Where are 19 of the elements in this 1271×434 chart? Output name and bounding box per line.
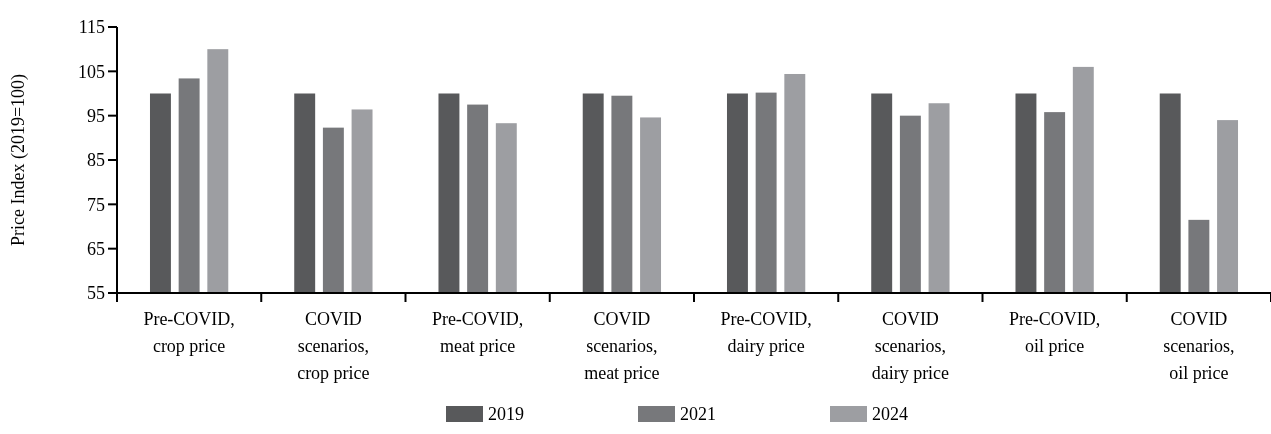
y-tick-label: 65	[87, 238, 105, 259]
x-tick-label: COVID scenarios, crop price	[297, 309, 370, 383]
y-tick-label: 55	[87, 283, 105, 304]
legend-label: 2021	[680, 404, 716, 424]
legend-label: 2024	[872, 404, 908, 424]
y-tick-label: 105	[78, 61, 105, 82]
x-tick-label: Pre-COVID, dairy price	[720, 309, 812, 356]
y-tick-label: 115	[78, 17, 105, 38]
x-tick-label: Pre-COVID, oil price	[1008, 309, 1101, 356]
y-tick-label: 95	[87, 105, 105, 126]
legend-label: 2019	[488, 404, 524, 424]
y-axis-title: Price Index (2019=100)	[8, 73, 29, 247]
x-tick-label: COVID scenarios, oil price	[1163, 309, 1235, 383]
y-tick-label: 75	[87, 194, 105, 215]
x-tick-label: COVID scenarios, meat price	[584, 309, 660, 383]
x-tick-label: COVID scenarios, dairy price	[871, 309, 950, 383]
x-tick-label: Pre-COVID, crop price	[143, 309, 235, 356]
y-tick-label: 85	[87, 150, 105, 171]
x-tick-label: Pre-COVID, meat price	[431, 309, 524, 356]
